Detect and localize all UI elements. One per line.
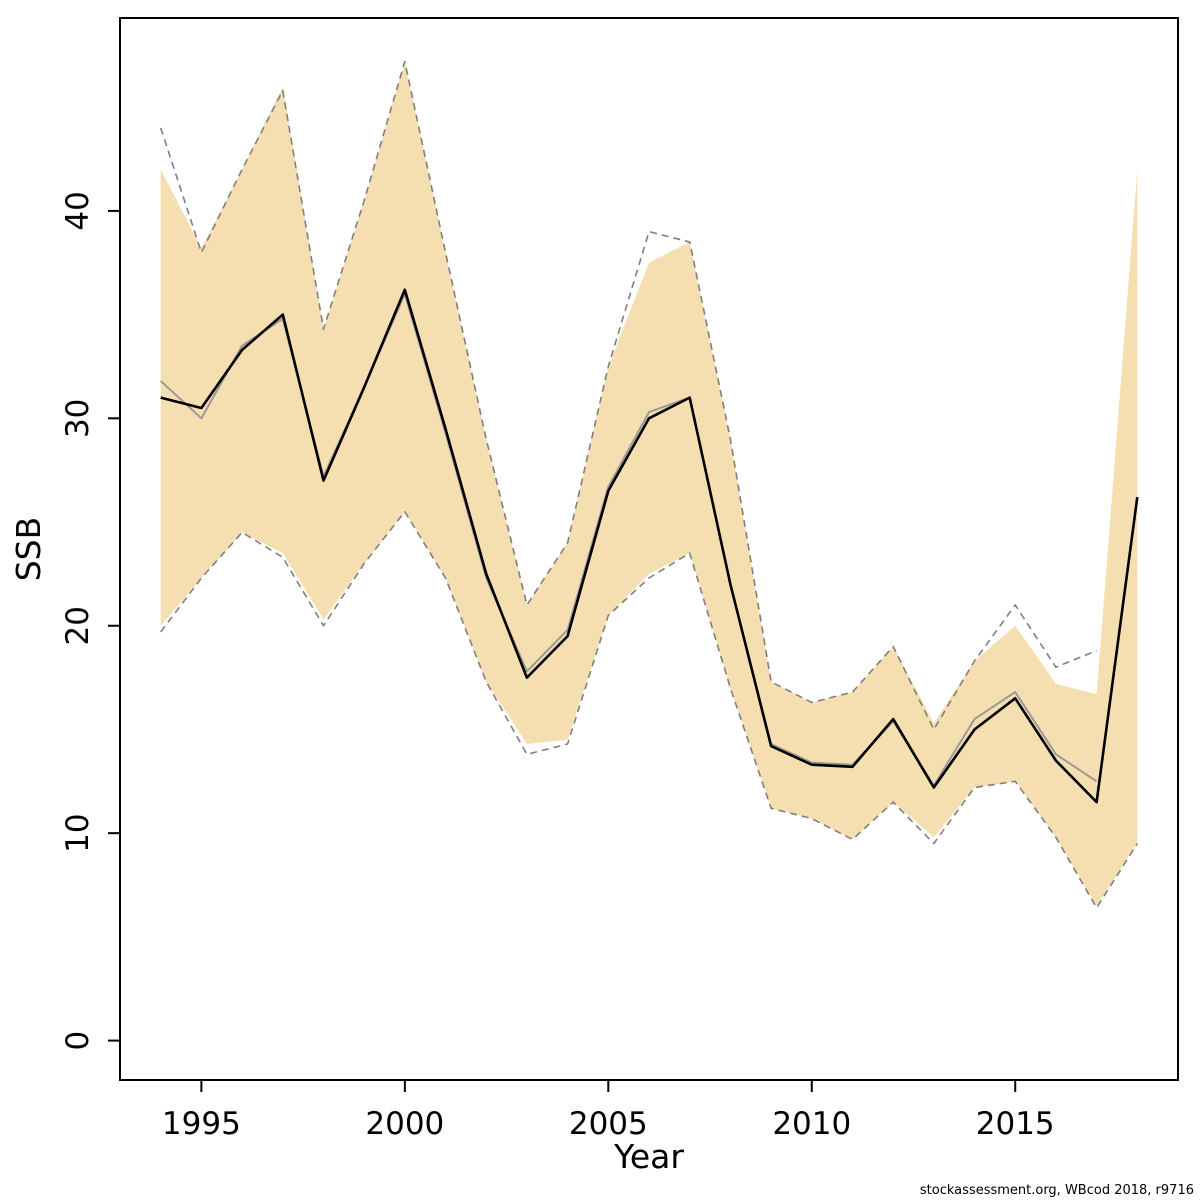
lower-ci-dashed-line [160,510,1138,909]
confidence-band [160,61,1138,906]
x-tick-label: 2010 [772,1106,851,1142]
upper-ci-dashed-line [159,60,1097,731]
x-tick-label: 2015 [976,1106,1055,1142]
y-tick-label: 0 [60,1031,96,1051]
band-layer [160,61,1138,906]
plot-border [119,17,1179,1081]
y-tick-label: 40 [60,191,96,230]
x-axis-title: Year [613,1137,684,1176]
footer-credit: stockassessment.org, WBcod 2018, r9716 [920,1183,1194,1198]
x-tick-label: 2005 [569,1106,648,1142]
x-tick-label: 1995 [162,1106,241,1142]
x-tick-label: 2000 [365,1106,444,1142]
y-tick-label: 20 [60,606,96,645]
line-layer [159,60,1139,909]
ssb-estimate-line [160,288,1139,804]
y-tick-label: 10 [60,813,96,852]
y-tick-label: 30 [60,399,96,438]
y-axis-title: SSB [9,517,48,582]
axis-layer: 1995 2000 2005 2010 2015 0 10 20 30 40 [60,17,1179,1142]
